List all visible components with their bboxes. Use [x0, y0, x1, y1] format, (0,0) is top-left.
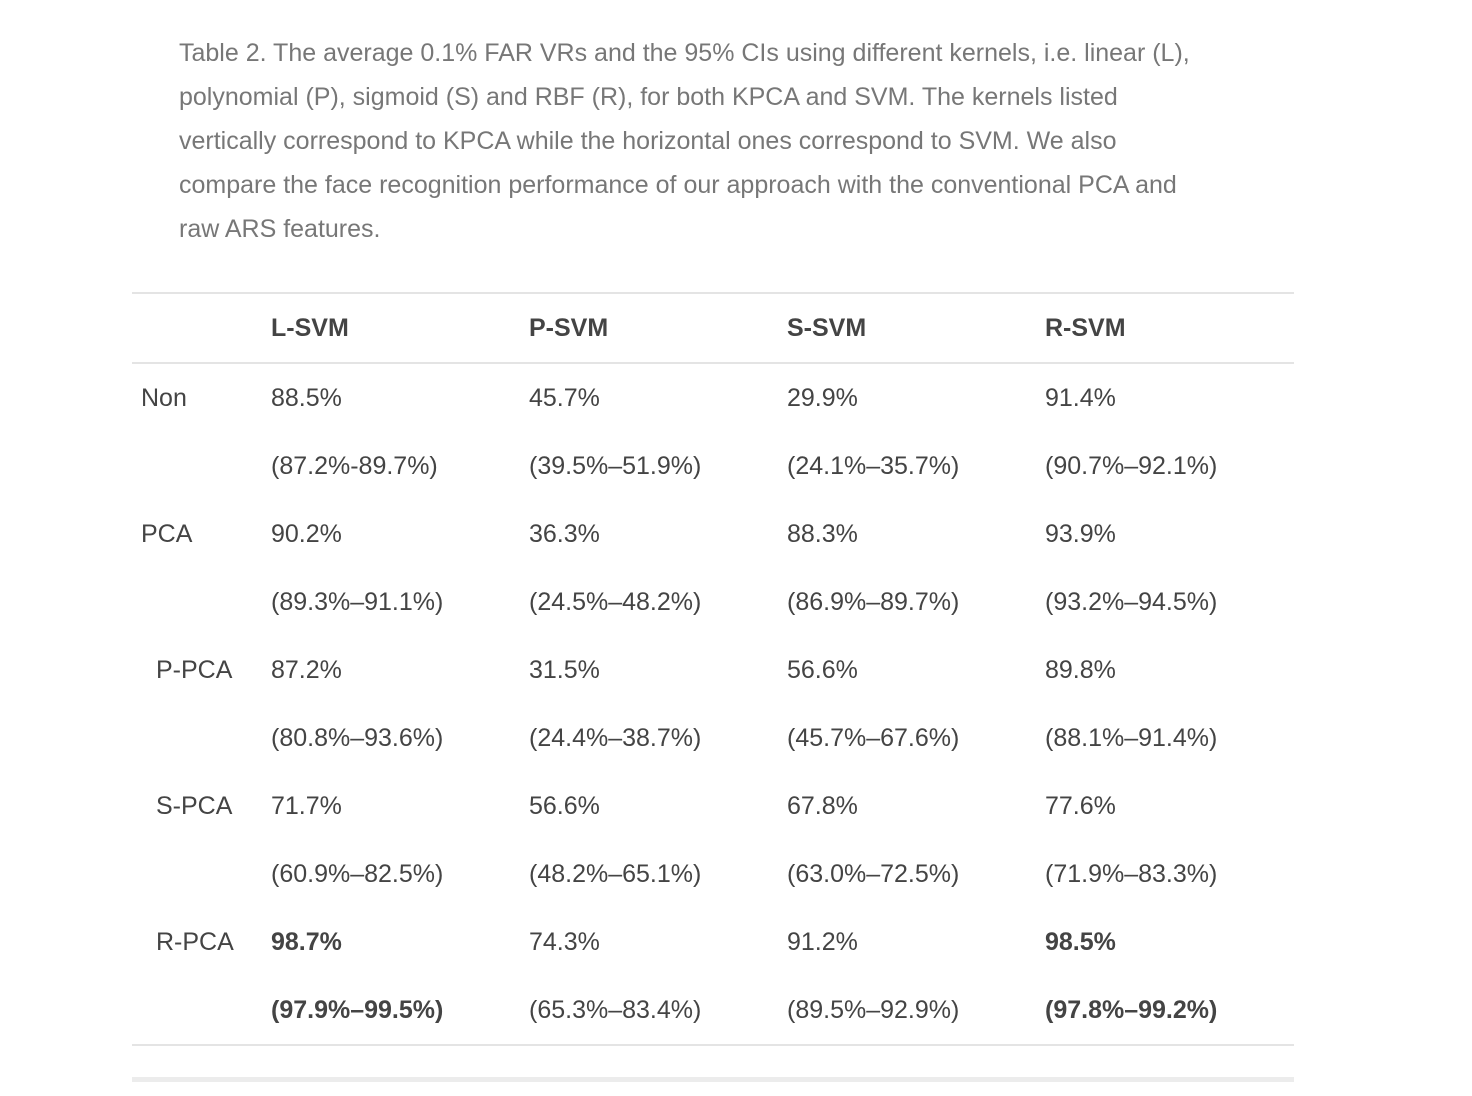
row-label-empty [132, 704, 271, 772]
ci-cell: (71.9%–83.3%) [1045, 859, 1218, 888]
row-label-empty [132, 568, 271, 636]
table-row: Non 88.5% 45.7% 29.9% 91.4% [132, 363, 1294, 432]
table-row-ci: (89.3%–91.1%) (24.5%–48.2%) (86.9%–89.7%… [132, 568, 1294, 636]
row-label-empty [132, 432, 271, 500]
vr-cell-best: 98.7% [271, 927, 342, 956]
ci-cell: (80.8%–93.6%) [271, 723, 444, 752]
header-r-svm: R-SVM [1045, 293, 1294, 364]
vr-cell: 29.9% [787, 383, 858, 412]
row-label-p-pca: P-PCA [156, 655, 233, 684]
vr-cell: 36.3% [529, 519, 600, 548]
ci-cell: (88.1%–91.4%) [1045, 723, 1218, 752]
caption-line: raw ARS features. [179, 215, 381, 243]
caption-line: compare the face recognition performance… [179, 171, 1177, 199]
ci-cell: (86.9%–89.7%) [787, 587, 960, 616]
bottom-divider [132, 1077, 1294, 1082]
corner-header [132, 293, 271, 364]
vr-cell: 88.3% [787, 519, 858, 548]
header-l-svm: L-SVM [271, 293, 529, 364]
ci-cell: (45.7%–67.6%) [787, 723, 960, 752]
vr-cell: 87.2% [271, 655, 342, 684]
vr-cell: 67.8% [787, 791, 858, 820]
ci-cell: (65.3%–83.4%) [529, 995, 702, 1024]
row-label-r-pca: R-PCA [156, 927, 234, 956]
vr-cell: 90.2% [271, 519, 342, 548]
vr-cell: 89.8% [1045, 655, 1116, 684]
ci-cell: (90.7%–92.1%) [1045, 451, 1218, 480]
vr-cell: 93.9% [1045, 519, 1116, 548]
vr-cell: 56.6% [787, 655, 858, 684]
row-label-pca: PCA [141, 519, 193, 548]
row-label-empty [132, 976, 271, 1045]
row-label-empty [132, 840, 271, 908]
header-s-svm: S-SVM [787, 293, 1045, 364]
vr-cell: 91.4% [1045, 383, 1116, 412]
ci-cell-best: (97.9%–99.5%) [271, 995, 444, 1024]
results-table: L-SVM P-SVM S-SVM R-SVM Non 88.5% 45.7% … [132, 292, 1294, 1046]
ci-cell: (24.1%–35.7%) [787, 451, 960, 480]
row-label-s-pca: S-PCA [156, 791, 233, 820]
vr-cell: 31.5% [529, 655, 600, 684]
ci-cell: (60.9%–82.5%) [271, 859, 444, 888]
vr-cell: 74.3% [529, 927, 600, 956]
ci-cell: (89.5%–92.9%) [787, 995, 960, 1024]
caption-line: Table 2. The average 0.1% FAR VRs and th… [179, 39, 1190, 67]
ci-cell: (89.3%–91.1%) [271, 587, 444, 616]
table-row-ci: (87.2%-89.7%) (39.5%–51.9%) (24.1%–35.7%… [132, 432, 1294, 500]
row-label-non: Non [141, 383, 187, 412]
ci-cell: (87.2%-89.7%) [271, 451, 438, 480]
table-row: PCA 90.2% 36.3% 88.3% 93.9% [132, 500, 1294, 568]
vr-cell: 91.2% [787, 927, 858, 956]
ci-cell: (63.0%–72.5%) [787, 859, 960, 888]
ci-cell: (39.5%–51.9%) [529, 451, 702, 480]
table-row: R-PCA 98.7% 74.3% 91.2% 98.5% [132, 908, 1294, 976]
header-p-svm: P-SVM [529, 293, 787, 364]
table-row: S-PCA 71.7% 56.6% 67.8% 77.6% [132, 772, 1294, 840]
caption-line: vertically correspond to KPCA while the … [179, 127, 1117, 155]
table-row-ci: (97.9%–99.5%) (65.3%–83.4%) (89.5%–92.9%… [132, 976, 1294, 1045]
table-caption: Table 2. The average 0.1% FAR VRs and th… [179, 31, 1259, 251]
vr-cell: 71.7% [271, 791, 342, 820]
ci-cell-best: (97.8%–99.2%) [1045, 995, 1218, 1024]
table-row: P-PCA 87.2% 31.5% 56.6% 89.8% [132, 636, 1294, 704]
caption-line: polynomial (P), sigmoid (S) and RBF (R),… [179, 83, 1118, 111]
ci-cell: (48.2%–65.1%) [529, 859, 702, 888]
table-row-ci: (80.8%–93.6%) (24.4%–38.7%) (45.7%–67.6%… [132, 704, 1294, 772]
table-row-ci: (60.9%–82.5%) (48.2%–65.1%) (63.0%–72.5%… [132, 840, 1294, 908]
vr-cell: 56.6% [529, 791, 600, 820]
vr-cell: 88.5% [271, 383, 342, 412]
ci-cell: (93.2%–94.5%) [1045, 587, 1218, 616]
vr-cell-best: 98.5% [1045, 927, 1116, 956]
vr-cell: 77.6% [1045, 791, 1116, 820]
vr-cell: 45.7% [529, 383, 600, 412]
ci-cell: (24.5%–48.2%) [529, 587, 702, 616]
ci-cell: (24.4%–38.7%) [529, 723, 702, 752]
table-header-row: L-SVM P-SVM S-SVM R-SVM [132, 293, 1294, 364]
